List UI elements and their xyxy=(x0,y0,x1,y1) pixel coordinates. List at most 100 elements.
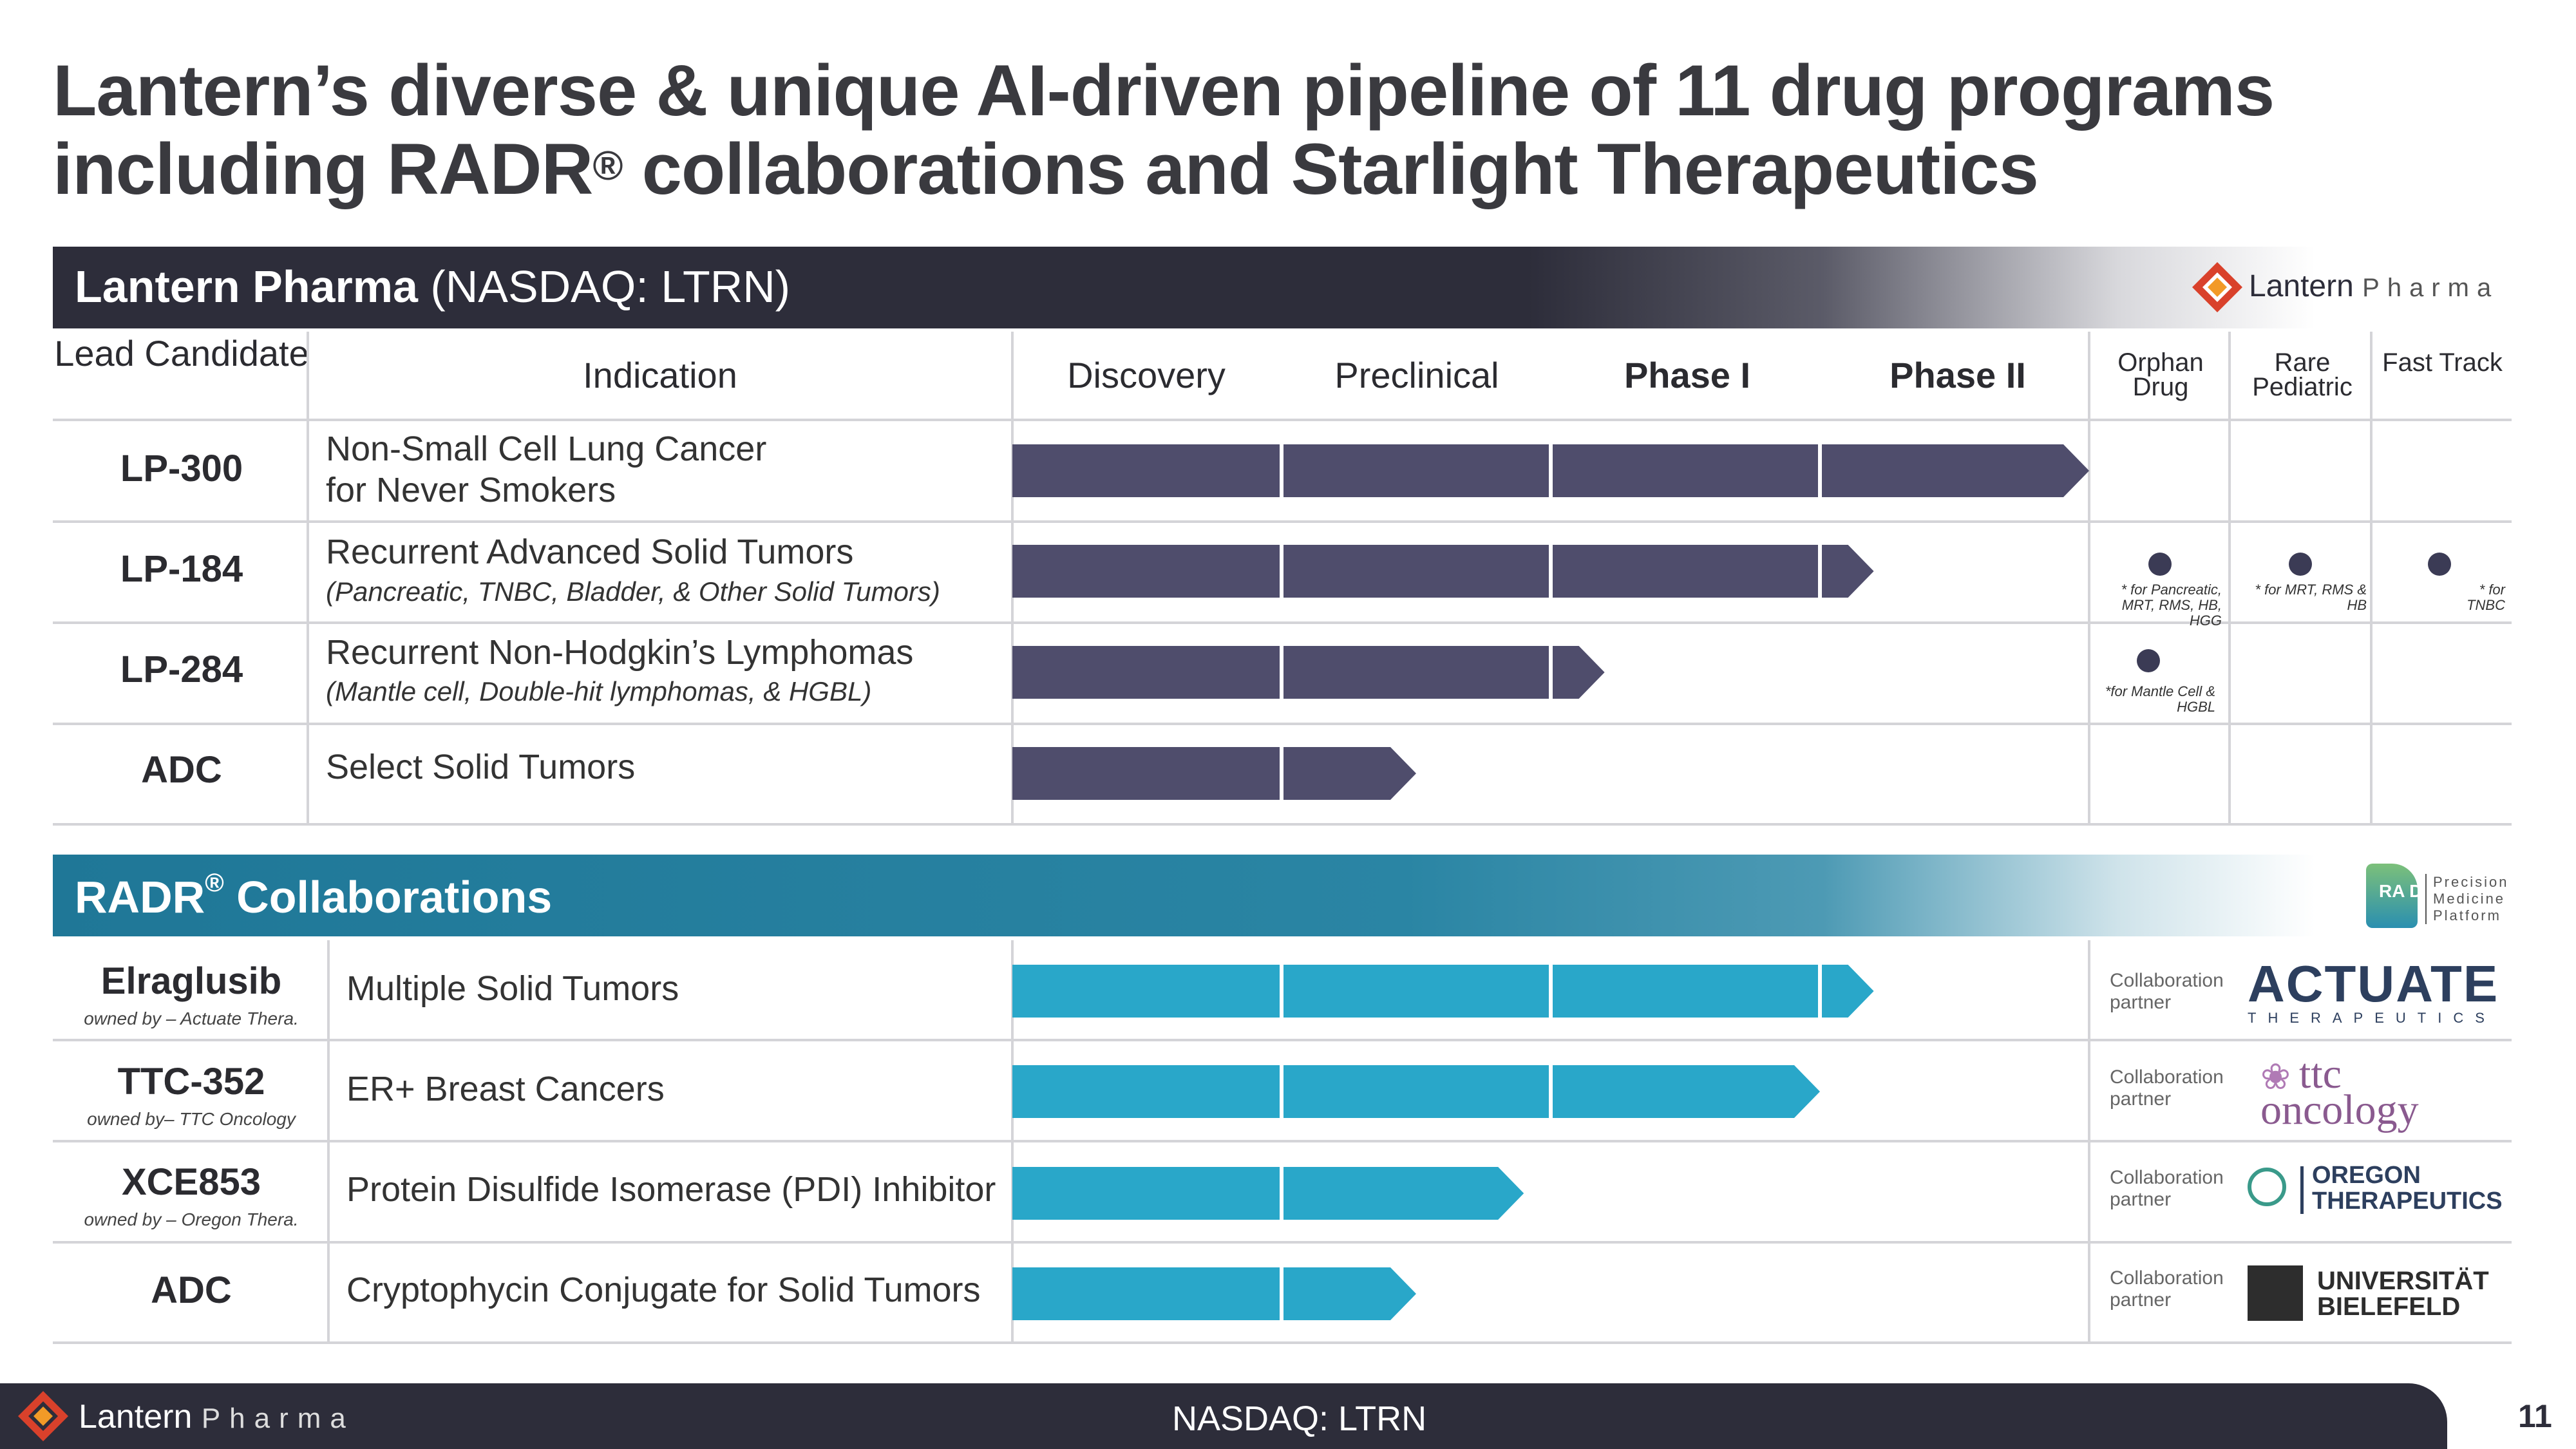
header-orphan-drug: Orphan Drug xyxy=(2117,348,2204,401)
phase-separator xyxy=(1280,444,1283,497)
phase-separator xyxy=(1549,965,1553,1018)
header-preclinical: Preclinical xyxy=(1334,355,1499,395)
lead-candidate: TTC-352 xyxy=(117,1061,265,1103)
radr-collaborations-band: RADR® Collaborations RA DR. Precision Me… xyxy=(53,855,2512,936)
radr-mark-icon xyxy=(2366,864,2418,928)
divider xyxy=(2370,332,2372,823)
indication-detail: (Mantle cell, Double-hit lymphomas, & HG… xyxy=(326,676,872,706)
bielefeld-logo-word: UNIVERSITÄT xyxy=(2317,1267,2489,1295)
header-discovery: Discovery xyxy=(1067,355,1226,395)
oregon-logo-word: OREGON xyxy=(2312,1162,2421,1189)
radr-band-name-post: Collaborations xyxy=(223,872,553,922)
indication: Select Solid Tumors xyxy=(326,748,636,786)
divider xyxy=(53,621,2512,624)
oregon-divider xyxy=(2300,1166,2304,1214)
lead-candidate: Elraglusib xyxy=(100,960,282,1002)
owned-by: owned by– TTC Oncology xyxy=(87,1109,296,1129)
divider xyxy=(1011,940,1014,1341)
indication-line-2: for Never Smokers xyxy=(326,471,616,509)
fast-track-note: * for TNBC xyxy=(2467,582,2505,613)
bielefeld-logo-sub: BIELEFELD xyxy=(2317,1293,2461,1321)
header-indication: Indication xyxy=(583,355,737,395)
footer-logo-sub: Pharma xyxy=(201,1403,355,1434)
rare-pediatric-note: * for MRT, RMS & HB xyxy=(2255,582,2367,613)
collaboration-label: Collaboration partner xyxy=(2110,970,2224,1013)
lead-candidate: LP-300 xyxy=(120,448,243,489)
lantern-progress-arrow xyxy=(1012,646,1605,699)
divider xyxy=(53,1241,2512,1244)
radr-logo-text: Precision Medicine Platform xyxy=(2425,874,2512,924)
collaboration-label: Collaboration partner xyxy=(2110,1167,2224,1210)
ttc-logo-text: ttc xyxy=(2299,1050,2342,1097)
page-title: Lantern’s diverse & unique AI-driven pip… xyxy=(53,52,2436,209)
indication-detail: (Pancreatic, TNBC, Bladder, & Other Soli… xyxy=(326,576,940,607)
indication: Non-Small Cell Lung Cancer xyxy=(326,430,767,468)
actuate-logo: ACTUATE THERAPEUTICS xyxy=(2248,955,2499,1027)
orphan-drug-note: * for Pancreatic, MRT, RMS, HB, HGG xyxy=(2121,582,2222,629)
divider xyxy=(2088,332,2090,823)
phase-separator xyxy=(1280,646,1283,699)
lantern-diamond-icon xyxy=(18,1391,68,1441)
lantern-logo-text: Lantern Pharma xyxy=(2249,269,2499,304)
footer-bar: Lantern Pharma NASDAQ: LTRN xyxy=(0,1383,2447,1449)
header-phase-2: Phase II xyxy=(1889,355,2026,395)
header-phase-1: Phase I xyxy=(1624,355,1751,395)
phase-separator xyxy=(1818,444,1822,497)
phase-separator xyxy=(1549,444,1553,497)
footer-lantern-logo: Lantern Pharma xyxy=(15,1388,402,1444)
phase-separator xyxy=(1280,1167,1283,1220)
phase-separator xyxy=(1818,545,1822,598)
divider xyxy=(307,332,309,823)
divider xyxy=(53,1341,2512,1344)
page-number: 11 xyxy=(2518,1398,2552,1434)
lead-candidate: XCE853 xyxy=(121,1161,261,1203)
orphan-drug-note: *for Mantle Cell & HGBL xyxy=(2105,683,2215,715)
radr-progress-arrow xyxy=(1012,1065,1820,1118)
divider xyxy=(53,723,2512,725)
collaboration-label: Collaboration partner xyxy=(2110,1267,2224,1311)
header-fast-track: Fast Track xyxy=(2382,348,2503,377)
phase-separator xyxy=(1818,965,1822,1018)
lead-candidate: ADC xyxy=(141,749,222,791)
indication: Recurrent Non-Hodgkin’s Lymphomas xyxy=(326,633,914,672)
oregon-circle-icon xyxy=(2248,1168,2286,1206)
phase-separator xyxy=(1280,1065,1283,1118)
indication: Cryptophycin Conjugate for Solid Tumors xyxy=(346,1271,981,1309)
radr-logo: RA DR. Precision Medicine Platform xyxy=(2357,857,2512,934)
radr-band-name: RADR xyxy=(75,872,205,922)
lantern-diamond-icon xyxy=(2192,262,2242,312)
title-line-2: including RADR® collaborations and Starl… xyxy=(53,130,2436,209)
radr-progress-arrow xyxy=(1012,965,1874,1018)
indication: Recurrent Advanced Solid Tumors xyxy=(326,533,854,571)
divider xyxy=(53,1039,2512,1041)
divider xyxy=(53,419,2512,421)
indication: Protein Disulfide Isomerase (PDI) Inhibi… xyxy=(346,1170,996,1209)
footer-logo-word: Lantern xyxy=(79,1398,193,1435)
footer-ticker: NASDAQ: LTRN xyxy=(1172,1399,1427,1438)
owned-by: owned by – Actuate Thera. xyxy=(84,1009,299,1028)
oregon-logo-sub: THERAPEUTICS xyxy=(2312,1188,2503,1215)
ttc-logo-sub: oncology xyxy=(2260,1086,2419,1133)
divider xyxy=(2088,940,2090,1341)
bielefeld-square-icon xyxy=(2248,1265,2303,1321)
footer-logo-text: Lantern Pharma xyxy=(79,1397,355,1436)
collaboration-label: Collaboration partner xyxy=(2110,1066,2224,1110)
phase-separator xyxy=(1549,1065,1553,1118)
actuate-logo-sub: THERAPEUTICS xyxy=(2248,1010,2496,1026)
registered-mark: ® xyxy=(205,869,224,897)
phase-separator xyxy=(1280,965,1283,1018)
lantern-progress-arrow xyxy=(1012,545,1874,598)
title-line-2-post: collaborations and Starlight Therapeutic… xyxy=(622,129,2039,209)
radr-mark-text: RA DR. xyxy=(2379,881,2441,901)
lead-candidate: LP-184 xyxy=(120,548,243,590)
lead-candidate: ADC xyxy=(151,1269,232,1311)
actuate-logo-text: ACTUATE xyxy=(2248,955,2499,1012)
phase-separator xyxy=(1549,545,1553,598)
lantern-band-ticker: (NASDAQ: LTRN) xyxy=(417,261,791,312)
lantern-band-title: Lantern Pharma (NASDAQ: LTRN) xyxy=(75,261,790,312)
header-lead-candidate: Lead Candidate xyxy=(54,333,309,374)
title-line-2-pre: including RADR xyxy=(53,129,593,209)
owned-by: owned by – Oregon Thera. xyxy=(84,1209,299,1229)
registered-mark: ® xyxy=(592,142,623,189)
